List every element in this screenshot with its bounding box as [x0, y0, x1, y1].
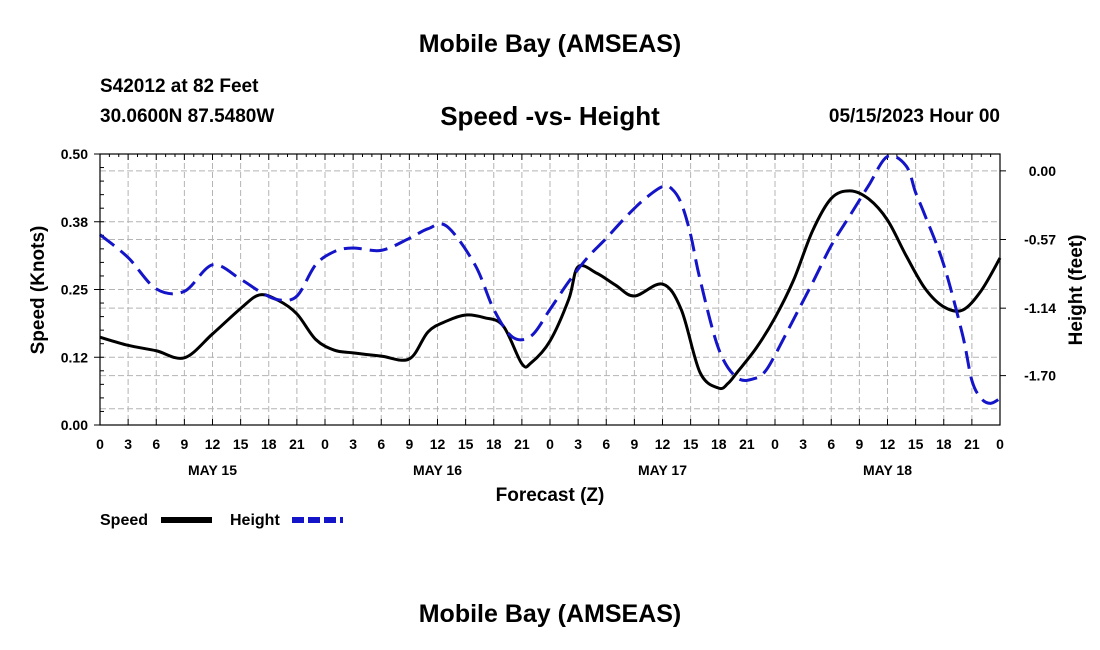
x-axis-title: Forecast (Z) — [496, 485, 605, 506]
chart-main-title: Mobile Bay (AMSEAS) — [418, 30, 682, 58]
day-label: MAY 15 — [188, 462, 237, 478]
x-tick-label: 9 — [405, 436, 413, 452]
x-tick-label: 0 — [321, 436, 329, 452]
day-label: MAY 17 — [638, 462, 687, 478]
x-tick-label: 0 — [996, 436, 1004, 452]
y2-tick-label: -1.14 — [1024, 300, 1056, 316]
x-tick-label: 9 — [855, 436, 863, 452]
x-tick-label: 6 — [152, 436, 160, 452]
x-tick-label: 6 — [602, 436, 610, 452]
series-layer — [99, 154, 1002, 405]
plot-frame — [99, 153, 1001, 426]
y2-tick-label: -1.70 — [1024, 368, 1056, 384]
legend-label-height: Height — [230, 512, 280, 529]
y-tick-label: 0.00 — [61, 417, 88, 433]
x-tick-label: 12 — [655, 436, 671, 452]
x-tick-label: 18 — [261, 436, 277, 452]
x-tick-label: 21 — [739, 436, 755, 452]
day-label: MAY 18 — [863, 462, 912, 478]
x-tick-label: 6 — [377, 436, 385, 452]
y-tick-label: 0.25 — [61, 282, 88, 298]
y-tick-label: 0.50 — [61, 146, 88, 162]
x-tick-label: 15 — [233, 436, 249, 452]
legend-label-speed: Speed — [100, 512, 148, 529]
x-tick-label: 6 — [827, 436, 835, 452]
x-tick-label: 15 — [458, 436, 474, 452]
x-tick-label: 21 — [289, 436, 305, 452]
x-tick-label: 3 — [799, 436, 807, 452]
x-tick-label: 21 — [514, 436, 530, 452]
x-tick-label: 15 — [683, 436, 699, 452]
x-tick-label: 12 — [205, 436, 221, 452]
series-line-height — [99, 154, 1001, 405]
y-tick-label: 0.38 — [61, 214, 88, 230]
y2-tick-label: 0.00 — [1029, 163, 1056, 179]
chart-subtitle: Speed -vs- Height — [440, 101, 660, 131]
x-tick-label: 0 — [96, 436, 104, 452]
day-label: MAY 16 — [413, 462, 462, 478]
x-tick-label: 21 — [964, 436, 980, 452]
x-tick-label: 18 — [711, 436, 727, 452]
x-tick-label: 3 — [124, 436, 132, 452]
forecast-datetime: 05/15/2023 Hour 00 — [828, 106, 1000, 127]
chart-main-title-footer: Mobile Bay (AMSEAS) — [418, 600, 682, 628]
x-tick-label: 3 — [349, 436, 357, 452]
legend: Speed Height — [100, 512, 343, 529]
x-tick-label: 9 — [630, 436, 638, 452]
y-axis-title-right: Height (feet) — [1066, 235, 1087, 346]
x-tick-label: 0 — [771, 436, 779, 452]
station-label: S42012 at 82 Feet — [100, 76, 259, 97]
x-tick-label: 12 — [880, 436, 896, 452]
y2-tick-label: -0.57 — [1024, 232, 1056, 248]
x-tick-label: 0 — [546, 436, 554, 452]
x-tick-label: 15 — [908, 436, 924, 452]
y-axis-title-left: Speed (Knots) — [28, 226, 49, 355]
y-tick-label: 0.12 — [61, 349, 88, 365]
x-tick-label: 12 — [430, 436, 446, 452]
coordinates-label: 30.0600N 87.5480W — [100, 106, 275, 127]
x-tick-label: 18 — [936, 436, 952, 452]
ticks-layer: 0 3 6 9 12 15 18 21 0 3 6 9 12 15 18 21 0 3 6 9 12 15 18 21 0 3 6 9… — [61, 146, 1056, 478]
x-tick-label: 18 — [486, 436, 502, 452]
x-tick-label: 3 — [574, 436, 582, 452]
x-tick-label: 9 — [180, 436, 188, 452]
